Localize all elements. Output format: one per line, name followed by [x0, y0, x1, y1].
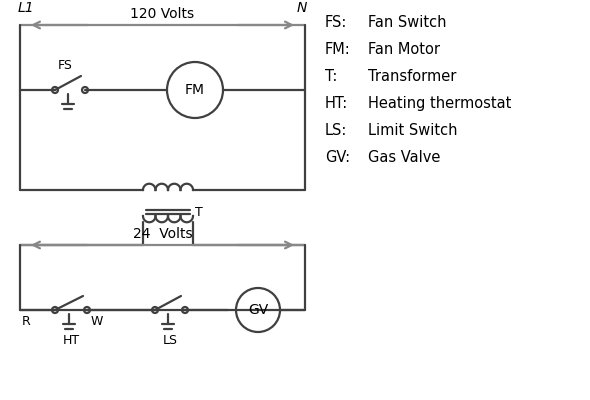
Text: N: N	[297, 1, 307, 15]
Text: Heating thermostat: Heating thermostat	[368, 96, 512, 111]
Text: FM:: FM:	[325, 42, 350, 57]
Text: W: W	[91, 315, 103, 328]
Text: HT: HT	[63, 334, 80, 347]
Text: LS: LS	[162, 334, 178, 347]
Text: GV: GV	[248, 303, 268, 317]
Text: R: R	[22, 315, 31, 328]
Text: 24  Volts: 24 Volts	[133, 227, 192, 241]
Text: L1: L1	[18, 1, 35, 15]
Text: Fan Motor: Fan Motor	[368, 42, 440, 57]
Text: T:: T:	[325, 69, 337, 84]
Text: Gas Valve: Gas Valve	[368, 150, 440, 165]
Text: Transformer: Transformer	[368, 69, 457, 84]
Text: Fan Switch: Fan Switch	[368, 15, 447, 30]
Text: FM: FM	[185, 83, 205, 97]
Text: HT:: HT:	[325, 96, 348, 111]
Text: FS:: FS:	[325, 15, 348, 30]
Text: 120 Volts: 120 Volts	[130, 7, 195, 21]
Text: Limit Switch: Limit Switch	[368, 123, 457, 138]
Text: T: T	[195, 206, 203, 218]
Text: LS:: LS:	[325, 123, 348, 138]
Text: GV:: GV:	[325, 150, 350, 165]
Text: FS: FS	[58, 59, 73, 72]
